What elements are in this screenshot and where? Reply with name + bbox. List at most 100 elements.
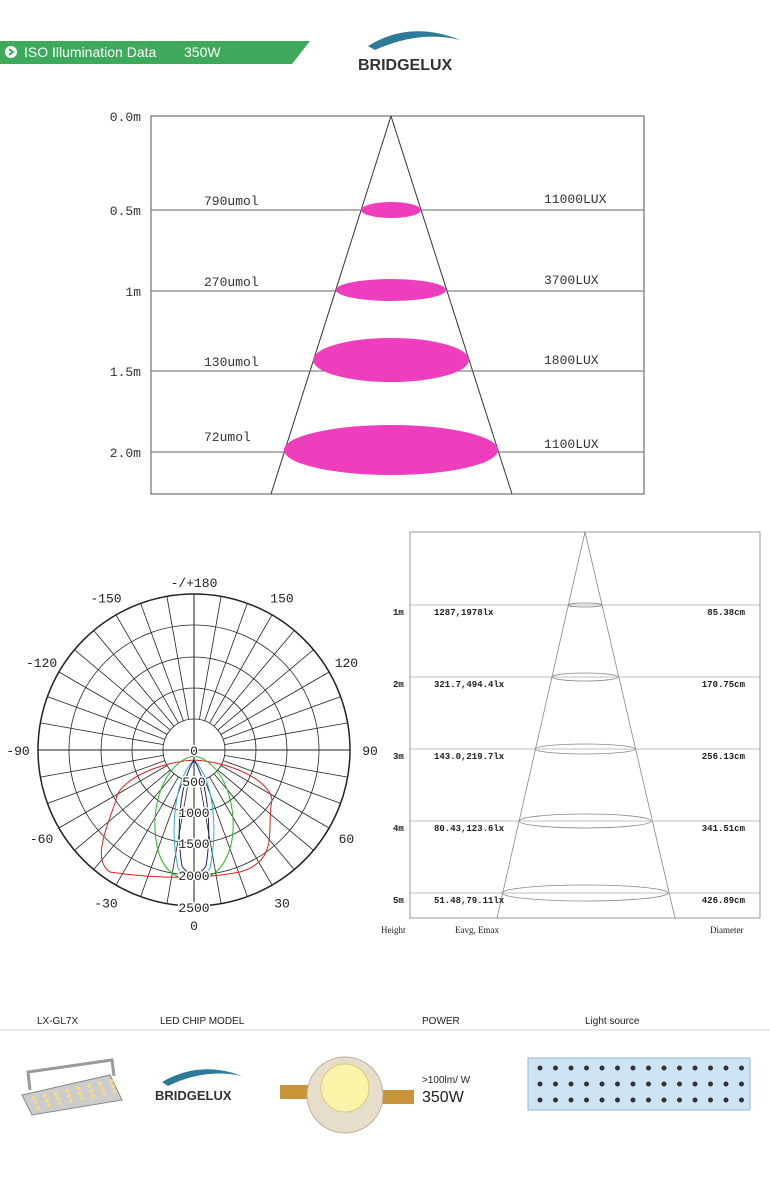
polar-spoke [47, 696, 166, 740]
board-led [692, 1081, 698, 1087]
beam-height: 3m [393, 752, 404, 762]
polar-spoke [222, 760, 341, 804]
board-led [584, 1081, 589, 1087]
polar-spoke [204, 778, 248, 897]
fixture-led [87, 1084, 91, 1088]
spec-label: LX-GL7X [37, 1016, 78, 1027]
fixture-led [58, 1101, 62, 1106]
curve-red [100, 759, 273, 878]
fixture-led [80, 1096, 84, 1101]
fixture-led [69, 1098, 73, 1103]
radial-label: 1000 [178, 806, 209, 821]
fixture-led [91, 1094, 95, 1098]
board-led [599, 1065, 605, 1071]
banner-power: 350W [184, 44, 221, 60]
logo-text: BRIDGELUX [358, 57, 453, 74]
spec-power: 350W [422, 1089, 465, 1106]
height-label: 1.5m [110, 365, 141, 380]
ppfd-label: 270umol [204, 275, 259, 290]
fixture-led [113, 1089, 117, 1094]
lux-label: 3700LUX [544, 273, 599, 288]
board-led [692, 1065, 698, 1071]
board-led [615, 1097, 620, 1103]
board-led [615, 1065, 620, 1071]
polar-spoke [209, 776, 273, 886]
board-led [677, 1081, 682, 1087]
board-led [553, 1097, 558, 1103]
board-led [646, 1097, 651, 1103]
polar-spoke [217, 649, 314, 731]
board-led [630, 1097, 636, 1103]
polar-spoke [204, 603, 248, 722]
polar-spoke [166, 596, 190, 720]
banner-icon [5, 46, 17, 58]
angle-label: 150 [270, 592, 293, 607]
polar-spoke [224, 754, 348, 778]
spec-label: POWER [422, 1016, 460, 1027]
spec-label: Light source [585, 1016, 640, 1027]
board-led [708, 1097, 713, 1103]
fixture-led [102, 1091, 106, 1096]
board-led [584, 1065, 589, 1071]
board-led [677, 1065, 682, 1071]
beam-footer: Diameter [710, 925, 743, 935]
fixture-led [78, 1091, 82, 1096]
board-led [708, 1065, 713, 1071]
beam-spot [518, 813, 652, 829]
radial-label: 2000 [178, 869, 209, 884]
board-led [568, 1065, 574, 1071]
beam-spot [551, 672, 619, 682]
angle-label: 30 [274, 896, 290, 911]
board-led [568, 1097, 574, 1103]
logo2-swoosh [162, 1069, 242, 1086]
angle-label: 60 [339, 832, 355, 847]
board-led [537, 1065, 543, 1071]
height-label: 0.0m [110, 110, 141, 125]
beam-diameter: 170.75cm [702, 680, 746, 690]
beam-diameter: 256.13cm [702, 752, 746, 762]
beam-footer: Height [381, 925, 406, 935]
angle-label: -120 [26, 656, 57, 671]
board-led [553, 1081, 558, 1087]
board-led [708, 1081, 713, 1087]
cone-edge [390, 115, 513, 495]
angle-label: -60 [30, 832, 53, 847]
beam-illuminance: 143.0,219.7lx [434, 752, 505, 762]
polar-spoke [224, 722, 348, 746]
board-led [630, 1081, 636, 1087]
height-label: 1m [125, 285, 141, 300]
board-led [723, 1097, 729, 1103]
beam-edge [496, 531, 586, 919]
polar-spoke [222, 696, 341, 740]
board-led [723, 1081, 729, 1087]
title-banner [0, 41, 310, 64]
chip-lead [378, 1090, 414, 1104]
beam-height: 1m [393, 608, 404, 618]
beam-height: 4m [393, 824, 404, 834]
chip-brand: BRIDGELUX [155, 1088, 232, 1103]
polar-spoke [198, 596, 222, 720]
light-spot [284, 425, 498, 475]
beam-diameter: 341.51cm [702, 824, 746, 834]
light-spot [313, 338, 469, 382]
beam-spot [567, 602, 603, 608]
fixture-led [34, 1101, 38, 1105]
curve-blue [178, 759, 210, 874]
polar-spoke [140, 603, 184, 722]
beam-illuminance: 1287,1978lx [434, 608, 494, 618]
fixture-led [111, 1084, 115, 1089]
board-led [739, 1097, 744, 1103]
board-led [630, 1065, 636, 1071]
curve-cyan [173, 759, 215, 878]
fixture-led [67, 1093, 71, 1098]
board-led [599, 1097, 605, 1103]
beam-footer: Eavg, Emax [455, 925, 499, 935]
radial-label: 0 [190, 744, 198, 759]
polar-spoke [40, 754, 164, 778]
polar-spoke [209, 614, 273, 724]
polar-spoke [220, 671, 330, 735]
ppfd-label: 130umol [204, 355, 259, 370]
cone-frame [150, 115, 645, 495]
polar-spoke [198, 780, 222, 904]
polar-spoke [217, 769, 314, 851]
